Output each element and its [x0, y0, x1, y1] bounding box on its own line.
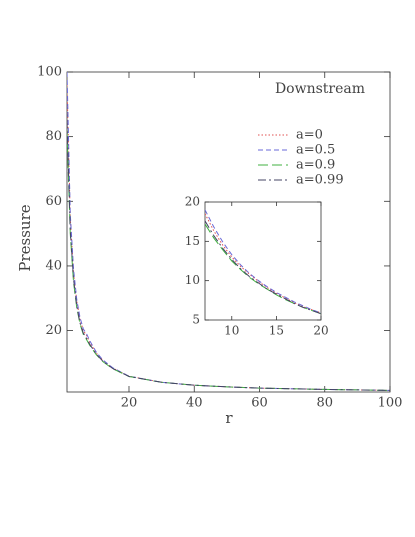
- y-tick-label: 10: [185, 273, 200, 287]
- series-line: [67, 84, 390, 391]
- series-line: [205, 209, 321, 314]
- series-line: [205, 220, 321, 315]
- y-tick-label: 15: [185, 234, 200, 248]
- y-tick-label: 80: [45, 129, 62, 144]
- y-tick-label: 100: [37, 65, 62, 80]
- plot-frame: [66, 71, 391, 393]
- annotation: Downstream: [275, 81, 365, 97]
- x-tick-label: 20: [313, 324, 328, 338]
- series-line: [67, 130, 390, 391]
- x-tick-label: 60: [251, 396, 268, 411]
- x-tick-label: 15: [269, 324, 284, 338]
- series-line: [67, 120, 390, 391]
- x-tick-label: 40: [186, 396, 203, 411]
- legend-label: a=0: [296, 128, 323, 143]
- y-axis-label: Pressure: [16, 204, 34, 271]
- x-axis-label: r: [225, 409, 233, 427]
- x-tick-label: 10: [224, 324, 239, 338]
- legend-label: a=0.99: [296, 173, 344, 188]
- y-tick-label: 60: [45, 194, 62, 209]
- plot-area: [205, 209, 321, 315]
- y-tick-label: 20: [45, 323, 62, 338]
- legend-label: a=0.5: [296, 143, 335, 158]
- legend-label: a=0.9: [296, 158, 335, 173]
- y-tick-label: 20: [185, 195, 200, 209]
- series-line: [205, 223, 321, 315]
- x-tick-label: 20: [121, 396, 138, 411]
- x-tick-label: 80: [316, 396, 333, 411]
- x-tick-label: 100: [378, 396, 403, 411]
- plot-area: [67, 72, 390, 391]
- y-tick-label: 5: [192, 313, 200, 327]
- plot-frame: [204, 201, 322, 321]
- series-line: [205, 213, 321, 314]
- y-tick-label: 40: [45, 258, 62, 273]
- series-line: [67, 72, 390, 391]
